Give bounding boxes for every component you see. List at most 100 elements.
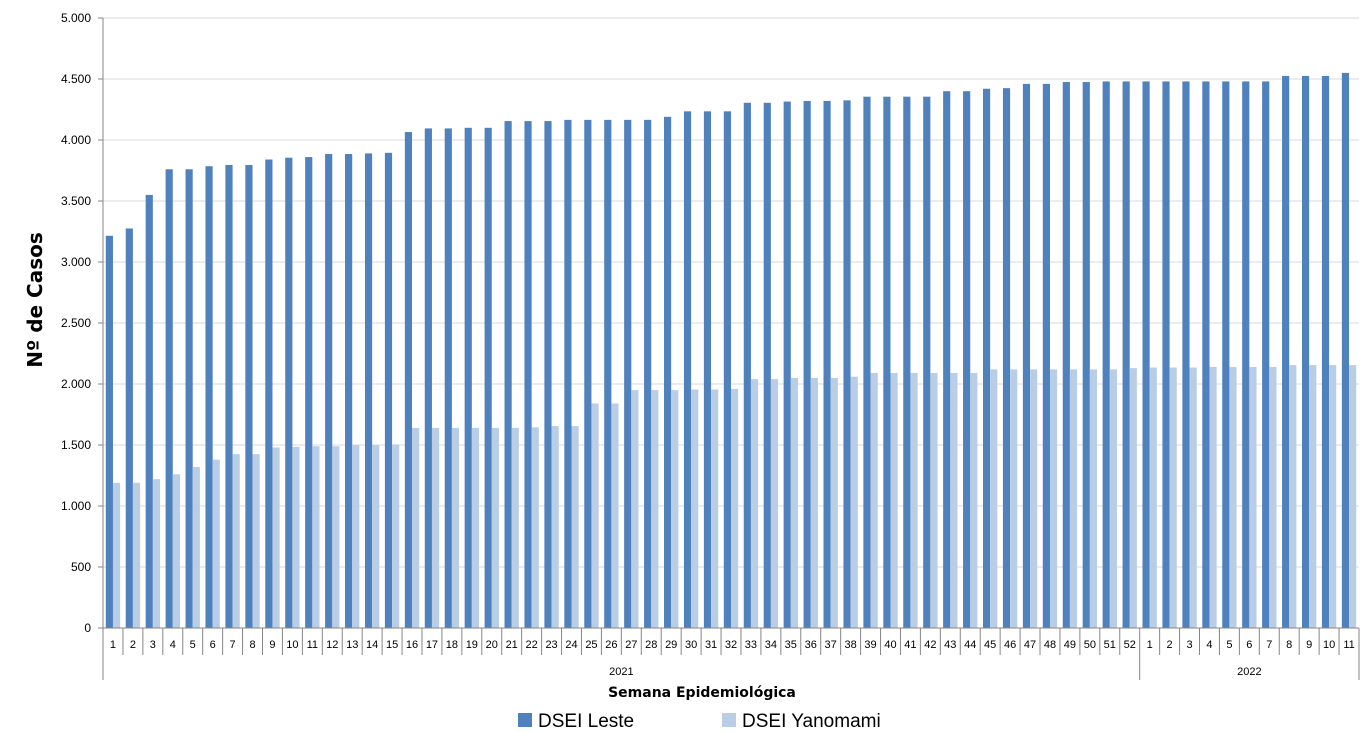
bar-dsei-yanomami bbox=[850, 376, 858, 628]
x-tick-label: 39 bbox=[864, 639, 876, 651]
x-tick-label: 50 bbox=[1084, 639, 1096, 651]
bar-dsei-leste bbox=[364, 153, 373, 629]
bar-dsei-leste bbox=[105, 235, 113, 628]
bar-dsei-yanomami bbox=[431, 427, 440, 628]
x-tick-label: 6 bbox=[1246, 639, 1252, 651]
bar-dsei-leste bbox=[444, 128, 452, 628]
bar-dsei-leste bbox=[564, 119, 572, 629]
bar-dsei-yanomami bbox=[810, 377, 818, 628]
x-tick-label: 3 bbox=[1186, 639, 1192, 651]
bar-dsei-yanomami bbox=[112, 482, 121, 628]
x-tick-label: 52 bbox=[1124, 639, 1136, 651]
x-tick-label: 20 bbox=[486, 639, 498, 651]
x-axis-title: Semana Epidemiológica bbox=[608, 685, 796, 701]
y-tick-label: 3.500 bbox=[61, 194, 91, 208]
bar-dsei-yanomami bbox=[551, 426, 559, 628]
bar-dsei-leste bbox=[1142, 81, 1150, 628]
x-tick-label: 4 bbox=[1206, 639, 1212, 651]
bar-dsei-leste bbox=[1341, 72, 1350, 628]
bar-dsei-leste bbox=[265, 159, 273, 628]
bar-dsei-leste bbox=[604, 119, 612, 629]
y-axis-title: Nº de Casos bbox=[23, 232, 47, 368]
bar-dsei-yanomami bbox=[272, 447, 280, 628]
x-tick-label: 22 bbox=[526, 639, 538, 651]
x-tick-label: 30 bbox=[685, 639, 697, 651]
bar-dsei-leste bbox=[185, 169, 193, 628]
bar-dsei-yanomami bbox=[970, 373, 978, 628]
bar-dsei-leste bbox=[1282, 75, 1290, 628]
bar-dsei-leste bbox=[484, 127, 492, 629]
bar-dsei-yanomami bbox=[372, 445, 380, 628]
x-tick-label: 42 bbox=[924, 639, 936, 651]
legend-swatch bbox=[722, 713, 736, 727]
bar-dsei-leste bbox=[424, 128, 432, 628]
x-tick-label: 8 bbox=[1286, 639, 1292, 651]
bar-dsei-leste bbox=[963, 91, 971, 628]
x-tick-label: 10 bbox=[1323, 639, 1335, 651]
bar-dsei-leste bbox=[524, 121, 532, 628]
bar-dsei-leste bbox=[863, 96, 871, 628]
x-tick-label: 5 bbox=[1226, 639, 1232, 651]
bar-dsei-leste bbox=[145, 194, 153, 628]
x-tick-label: 35 bbox=[785, 639, 797, 651]
bar-dsei-yanomami bbox=[711, 389, 719, 628]
x-group-label: 2021 bbox=[609, 666, 633, 678]
x-tick-label: 16 bbox=[406, 639, 418, 651]
bar-dsei-yanomami bbox=[1269, 366, 1277, 628]
bar-dsei-yanomami bbox=[830, 377, 838, 628]
bar-dsei-leste bbox=[783, 101, 791, 628]
x-tick-label: 29 bbox=[665, 639, 677, 651]
bar-dsei-yanomami bbox=[172, 474, 180, 628]
bar-dsei-leste bbox=[285, 157, 293, 628]
bar-dsei-leste bbox=[325, 154, 333, 628]
bar-dsei-leste bbox=[843, 100, 851, 629]
x-tick-label: 21 bbox=[506, 639, 518, 651]
bar-dsei-yanomami bbox=[571, 426, 579, 628]
bar-dsei-leste bbox=[1202, 81, 1210, 628]
bar-dsei-yanomami bbox=[1149, 367, 1157, 628]
bar-dsei-yanomami bbox=[790, 377, 798, 628]
bar-dsei-yanomami bbox=[471, 427, 480, 628]
legend: DSEI Leste DSEI Yanomami bbox=[518, 711, 881, 732]
bar-dsei-leste bbox=[1321, 75, 1330, 628]
x-tick-label: 15 bbox=[386, 639, 398, 651]
bar-dsei-leste bbox=[1102, 81, 1110, 628]
x-tick-label: 43 bbox=[944, 639, 956, 651]
x-tick-label: 4 bbox=[170, 639, 176, 651]
bar-dsei-leste bbox=[404, 132, 413, 628]
bar-dsei-yanomami bbox=[1189, 367, 1197, 628]
x-tick-label: 44 bbox=[964, 639, 976, 651]
x-tick-label: 31 bbox=[705, 639, 717, 651]
axes bbox=[98, 17, 1360, 680]
bar-dsei-leste bbox=[923, 96, 931, 628]
bar-dsei-leste bbox=[504, 121, 512, 628]
y-tick-label: 1.000 bbox=[61, 499, 91, 513]
bar-dsei-leste bbox=[644, 119, 652, 629]
x-tick-label: 27 bbox=[625, 639, 637, 651]
bar-dsei-yanomami bbox=[1089, 369, 1098, 628]
bar-dsei-leste bbox=[1062, 82, 1070, 629]
x-tick-label: 19 bbox=[466, 639, 478, 651]
bar-dsei-yanomami bbox=[990, 369, 998, 628]
bar-dsei-yanomami bbox=[1289, 365, 1297, 628]
x-tick-label: 46 bbox=[1004, 639, 1016, 651]
x-tick-label: 9 bbox=[269, 639, 275, 651]
x-tick-label: 45 bbox=[984, 639, 996, 651]
bar-dsei-leste bbox=[1242, 81, 1250, 628]
x-tick-label: 3 bbox=[150, 639, 156, 651]
x-tick-label: 23 bbox=[545, 639, 557, 651]
bar-dsei-leste bbox=[1002, 88, 1011, 628]
bar-dsei-yanomami bbox=[531, 427, 539, 628]
bar-dsei-yanomami bbox=[890, 373, 898, 628]
bar-dsei-leste bbox=[624, 119, 632, 629]
bar-dsei-yanomami bbox=[412, 427, 420, 628]
y-tick-label: 4.500 bbox=[61, 72, 91, 86]
x-tick-label: 34 bbox=[765, 639, 777, 651]
x-tick-label: 14 bbox=[366, 639, 378, 651]
bar-dsei-leste bbox=[723, 111, 731, 628]
bar-dsei-yanomami bbox=[1109, 369, 1117, 628]
x-tick-label: 9 bbox=[1306, 639, 1312, 651]
x-tick-label: 33 bbox=[745, 639, 757, 651]
bar-dsei-leste bbox=[803, 100, 811, 628]
bar-dsei-leste bbox=[943, 91, 951, 628]
